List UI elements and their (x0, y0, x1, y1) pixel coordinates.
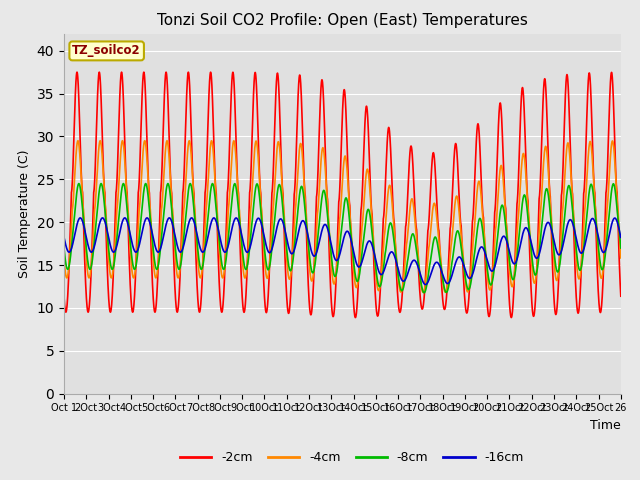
-8cm (617, 245, 625, 251)
-2cm (564, 84, 572, 90)
Line: -2cm: -2cm (64, 72, 621, 318)
-4cm (180, 212, 188, 217)
-16cm (422, 282, 429, 288)
-8cm (75, 181, 83, 187)
-4cm (397, 289, 404, 295)
-2cm (60, 293, 68, 299)
Line: -8cm: -8cm (64, 184, 621, 293)
-8cm (420, 290, 428, 296)
-8cm (406, 238, 414, 244)
Line: -4cm: -4cm (64, 141, 621, 292)
-2cm (73, 69, 81, 75)
-4cm (617, 253, 625, 259)
Y-axis label: Soil Temperature (C): Soil Temperature (C) (18, 149, 31, 278)
-8cm (60, 245, 68, 251)
-4cm (216, 251, 223, 257)
-16cm (180, 244, 188, 250)
-8cm (180, 238, 188, 244)
-4cm (60, 255, 68, 261)
-2cm (180, 184, 188, 190)
-16cm (617, 234, 625, 240)
-16cm (397, 275, 404, 281)
-2cm (351, 315, 359, 321)
-2cm (397, 306, 404, 312)
-8cm (216, 242, 223, 248)
Line: -16cm: -16cm (64, 218, 621, 285)
-2cm (216, 288, 223, 294)
-4cm (74, 138, 82, 144)
-16cm (406, 263, 414, 268)
-16cm (76, 215, 84, 221)
-8cm (397, 287, 404, 292)
-4cm (419, 289, 427, 295)
-8cm (564, 184, 572, 190)
Text: TZ_soilco2: TZ_soilco2 (72, 44, 141, 58)
-16cm (617, 235, 625, 240)
X-axis label: Time: Time (590, 419, 621, 432)
Title: Tonzi Soil CO2 Profile: Open (East) Temperatures: Tonzi Soil CO2 Profile: Open (East) Temp… (157, 13, 528, 28)
-2cm (617, 290, 625, 296)
Legend: -2cm, -4cm, -8cm, -16cm: -2cm, -4cm, -8cm, -16cm (175, 446, 529, 469)
-2cm (617, 293, 625, 299)
-4cm (406, 201, 414, 207)
-4cm (617, 255, 625, 261)
-16cm (60, 234, 68, 240)
-16cm (216, 233, 223, 239)
-8cm (617, 243, 625, 249)
-16cm (564, 220, 572, 226)
-4cm (564, 140, 572, 146)
-2cm (407, 144, 415, 149)
